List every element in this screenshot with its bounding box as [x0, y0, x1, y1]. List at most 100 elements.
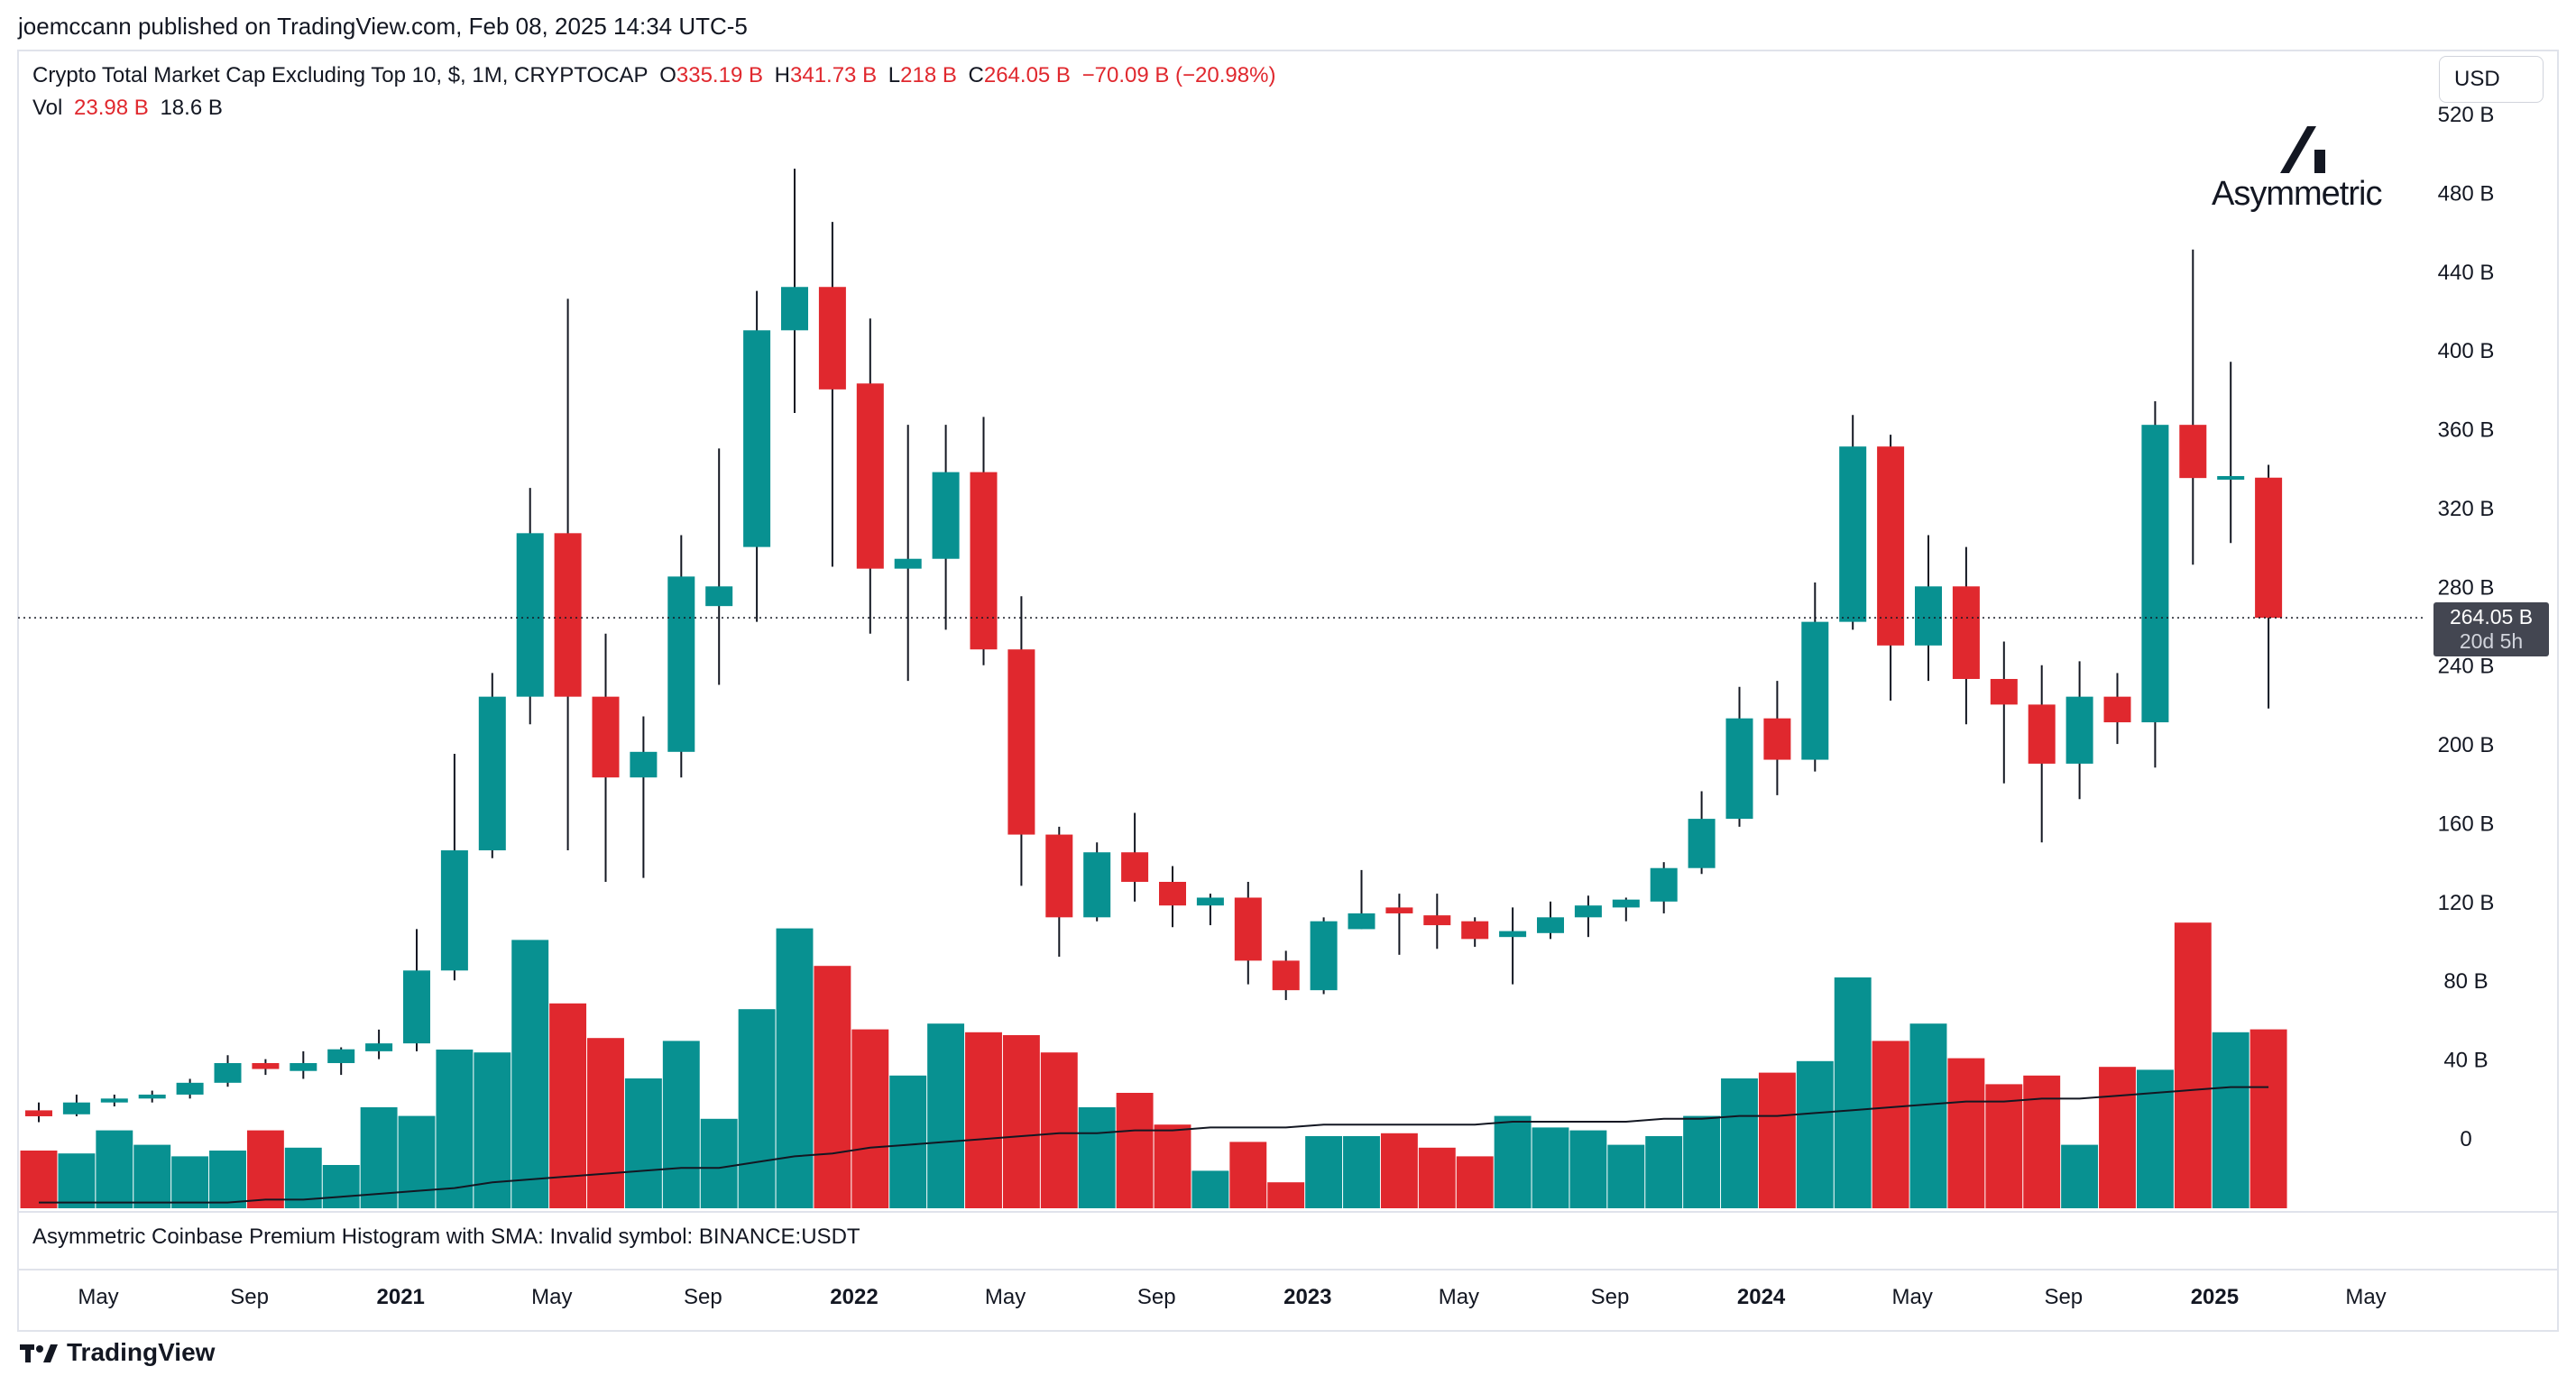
current-price-tag: 264.05 B 20d 5h — [2433, 602, 2549, 656]
candle-body — [1196, 897, 1224, 906]
histogram-bar — [965, 1032, 1002, 1208]
indicator-label: Asymmetric Coinbase Premium Histogram wi… — [32, 1224, 860, 1249]
candle — [743, 290, 771, 622]
candle — [1650, 862, 1678, 913]
candle — [1612, 897, 1640, 922]
candle-body — [970, 472, 998, 650]
time-axis-label: Sep — [1591, 1285, 1630, 1309]
candle — [1385, 894, 1413, 955]
candle-body — [1007, 649, 1035, 835]
histogram-bar — [1796, 1060, 1834, 1208]
time-axis-label: Sep — [684, 1285, 722, 1309]
candle-body — [2255, 477, 2283, 619]
change-value: −70.09 B (−20.98%) — [1081, 63, 1276, 87]
histogram-bar — [587, 1038, 624, 1208]
candle — [1272, 950, 1300, 1001]
price-axis-label: 280 B — [2438, 575, 2495, 600]
histogram-bar — [436, 1050, 474, 1208]
candle — [667, 535, 695, 778]
histogram-bar — [1758, 1072, 1796, 1208]
time-axis-label: May — [1892, 1285, 1933, 1309]
histogram-bar — [776, 928, 814, 1208]
candle — [1839, 415, 1867, 630]
price-axis-label: 160 B — [2438, 812, 2495, 836]
time-axis-label: 2021 — [377, 1285, 425, 1309]
candle — [1801, 582, 1829, 772]
candle — [1159, 866, 1186, 928]
histogram-bar — [1569, 1130, 1607, 1208]
candle-body — [743, 330, 771, 547]
candle-body — [1763, 718, 1791, 760]
histogram-bar — [209, 1151, 246, 1208]
currency-button[interactable]: USD — [2439, 56, 2544, 103]
current-price-value: 264.05 B — [2449, 605, 2534, 628]
candle — [894, 425, 922, 682]
histogram-bar — [20, 1151, 58, 1208]
candle-body — [100, 1098, 128, 1103]
candle-body — [856, 383, 884, 569]
bar-countdown: 20d 5h — [2459, 629, 2524, 653]
candle-body — [1461, 921, 1489, 940]
candle — [176, 1078, 204, 1099]
histogram-bar — [1267, 1182, 1305, 1208]
time-axis-label: Sep — [1137, 1285, 1176, 1309]
candle-body — [705, 586, 733, 607]
histogram-bar — [1040, 1052, 1078, 1208]
time-axis-label: 2025 — [2191, 1285, 2239, 1309]
asymmetric-logo: Asymmetric — [2212, 123, 2410, 213]
candle — [2141, 400, 2169, 768]
chart-frame — [17, 50, 2559, 1332]
candle — [2179, 249, 2207, 565]
candle — [592, 633, 620, 882]
histogram-bar — [1456, 1156, 1494, 1208]
low-label: L — [888, 63, 901, 87]
price-axis-label: 120 B — [2438, 891, 2495, 915]
histogram-bar — [246, 1130, 284, 1208]
histogram-bar — [1343, 1136, 1380, 1208]
candle — [1461, 917, 1489, 948]
price-axis-label: 240 B — [2438, 655, 2495, 679]
candle-body — [630, 751, 658, 778]
candle-body — [1952, 586, 1980, 679]
histogram-bar — [1116, 1093, 1154, 1208]
histogram-bar — [2061, 1144, 2099, 1208]
close-label: C — [968, 63, 984, 87]
histogram-bar — [1683, 1115, 1721, 1208]
brand-name: Asymmetric — [2212, 175, 2382, 213]
candle-body — [1650, 867, 1678, 902]
candle-body — [2179, 425, 2207, 479]
candle — [365, 1029, 393, 1059]
price-axis-label: 80 B — [2443, 969, 2488, 994]
histogram-bar — [511, 940, 549, 1208]
candle — [2028, 665, 2056, 843]
volume-label: Vol — [32, 96, 63, 120]
candle-body — [138, 1094, 166, 1099]
candle — [554, 298, 582, 851]
time-axis-label: May — [985, 1285, 1026, 1309]
candle-body — [1272, 960, 1300, 991]
candle-body — [818, 287, 846, 390]
candle — [1007, 596, 1035, 886]
histogram-bar — [889, 1075, 927, 1208]
candle-body — [1348, 913, 1375, 930]
histogram-bar — [1721, 1078, 1758, 1208]
candle-body — [2217, 475, 2245, 480]
histogram-bar — [1418, 1147, 1456, 1208]
open-value: 335.19 B — [676, 63, 763, 87]
candle — [1083, 842, 1111, 922]
candle — [818, 222, 846, 567]
candle — [1763, 681, 1791, 795]
candle-body — [25, 1110, 52, 1116]
candle — [214, 1055, 242, 1087]
high-label: H — [774, 63, 790, 87]
candle — [2103, 673, 2131, 745]
tradingview-logo[interactable]: TradingView — [20, 1338, 215, 1367]
price-axis-label: 40 B — [2443, 1049, 2488, 1073]
histogram-bar — [1380, 1133, 1418, 1208]
candle-body — [440, 850, 468, 971]
histogram-bar — [2174, 922, 2212, 1208]
candle — [1423, 894, 1451, 949]
candle — [2065, 661, 2093, 800]
histogram-bar — [851, 1029, 889, 1208]
